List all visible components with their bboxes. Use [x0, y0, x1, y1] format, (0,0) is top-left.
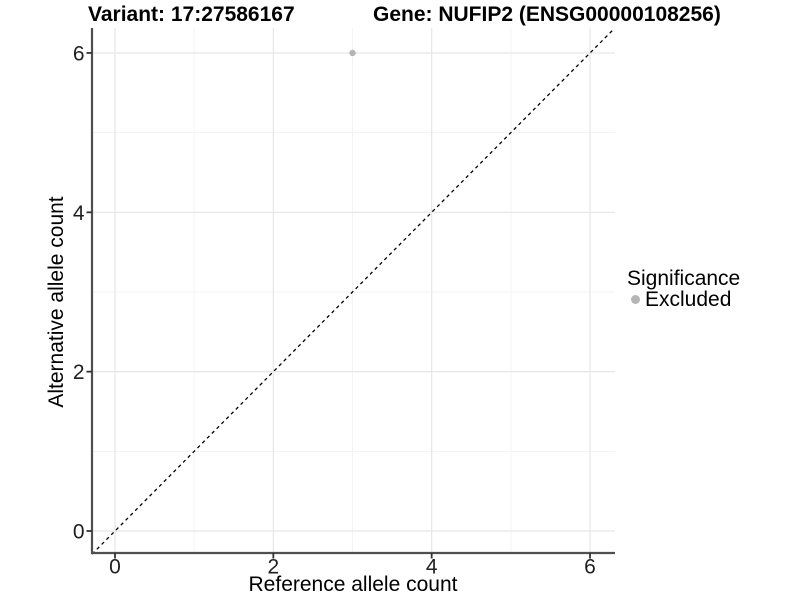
data-point	[349, 49, 356, 57]
y-axis-title: Alternative allele count	[45, 196, 68, 408]
y-tick-label: 4	[73, 202, 85, 225]
legend-title: Significance	[627, 267, 741, 290]
x-tick-label: 2	[267, 556, 279, 579]
y-tick-label: 0	[73, 521, 85, 544]
y-tick-label: 6	[73, 42, 85, 65]
identity-line	[91, 27, 616, 555]
y-tick-label: 2	[73, 361, 85, 384]
excluded-point-icon	[631, 295, 640, 304]
variant-title: Variant: 17:27586167	[88, 3, 295, 26]
legend: Significance Excluded	[627, 267, 741, 311]
legend-item-label: Excluded	[645, 288, 732, 311]
x-tick-label: 4	[426, 556, 438, 579]
x-tick-label: 6	[584, 556, 596, 579]
legend-item-excluded: Excluded	[627, 288, 740, 311]
x-tick-label: 0	[109, 556, 121, 579]
gene-title: Gene: NUFIP2 (ENSG00000108256)	[373, 3, 721, 26]
x-axis-title: Reference allele count	[248, 573, 458, 596]
